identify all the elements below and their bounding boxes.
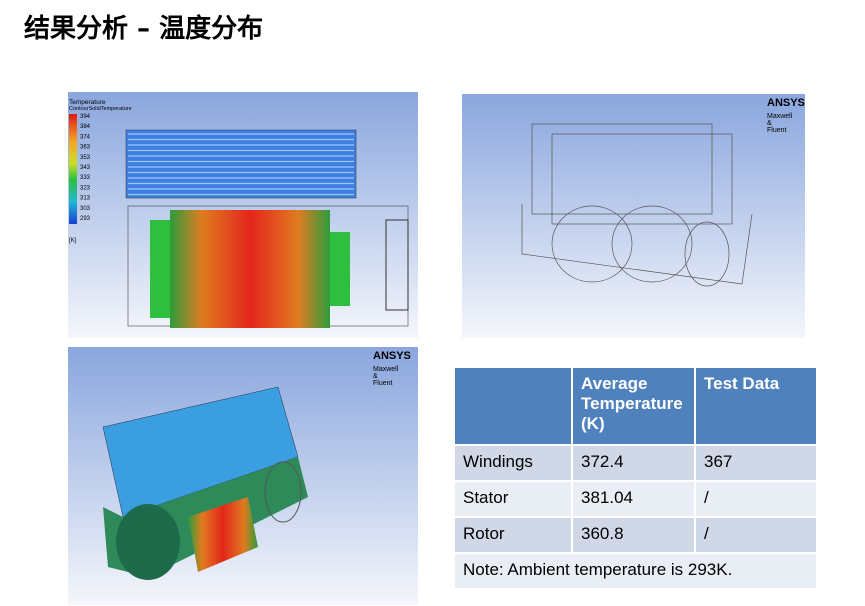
caption: Maxwell xyxy=(767,113,793,120)
caption: & xyxy=(373,373,378,380)
caption: Fluent xyxy=(373,380,393,387)
logo: ANSYS xyxy=(373,350,411,362)
table-cell: / xyxy=(695,481,818,518)
table-row: Rotor 360.8/ xyxy=(455,517,818,554)
legend-subtitle: ContourSolidTemperature xyxy=(69,106,132,112)
table-cell: 372.4 xyxy=(572,445,696,482)
legend-tick: 323 xyxy=(80,185,91,191)
table-row: Stator 381.04/ xyxy=(455,481,818,518)
legend-tick: 374 xyxy=(80,134,91,140)
logo: ANSYS xyxy=(767,97,805,109)
legend-unit: [K] xyxy=(69,238,77,244)
header-cell: Test Data xyxy=(695,368,818,446)
legend-tick: 293 xyxy=(80,216,91,222)
slide-title: 结果分析 – 温度分布 xyxy=(24,14,264,44)
legend-tick: 363 xyxy=(80,145,91,151)
legend-tick: 394 xyxy=(80,114,91,120)
caption: & xyxy=(767,120,772,127)
legend-tick: 313 xyxy=(80,196,91,202)
results-table: Average Temperature (K) Test Data Windin… xyxy=(455,368,818,590)
table-cell: Windings xyxy=(455,445,573,482)
table-cell: Rotor xyxy=(455,517,573,554)
caption: Fluent xyxy=(767,127,787,134)
caption: Maxwell xyxy=(373,366,399,373)
figure-3d: ANSYS Maxwell & Fluent xyxy=(68,347,418,605)
figure-wireframe: ANSYS Maxwell & Fluent xyxy=(462,94,805,338)
table-row: Windings 372.4 367 xyxy=(455,445,818,482)
legend-tick: 333 xyxy=(80,175,91,181)
legend-tick: 353 xyxy=(80,155,91,161)
table-cell: / xyxy=(695,517,818,554)
table-note: Note: Ambient temperature is 293K. xyxy=(455,553,818,590)
table-cell: 367 xyxy=(695,445,818,482)
table-cell: 381.04 xyxy=(572,481,696,518)
legend-tick: 384 xyxy=(80,124,91,130)
header-cell: Average Temperature (K) xyxy=(572,368,696,446)
legend-tick: 303 xyxy=(80,206,91,212)
table-cell: 360.8 xyxy=(572,517,696,554)
legend-tick: 343 xyxy=(80,165,91,171)
table-cell: Stator xyxy=(455,481,573,518)
legend-title: Temperature xyxy=(69,99,106,106)
header-cell xyxy=(455,368,573,446)
figure-contour: Temperature ContourSolidTemperature 394 3… xyxy=(68,92,418,338)
